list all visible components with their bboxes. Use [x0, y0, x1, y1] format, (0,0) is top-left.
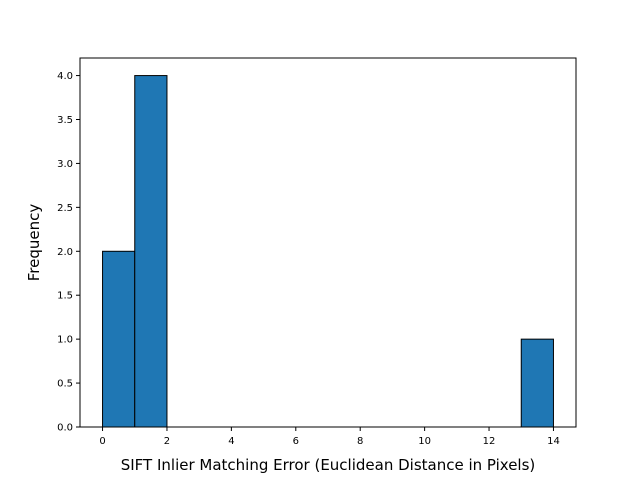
y-tick-label: 3.0 — [57, 159, 73, 170]
y-tick-label: 1.0 — [57, 335, 73, 346]
x-axis-label: SIFT Inlier Matching Error (Euclidean Di… — [121, 456, 536, 474]
y-tick-label: 4.0 — [57, 71, 73, 82]
x-tick-label: 0 — [99, 436, 105, 447]
x-axis-ticks: 0 2 4 6 8 10 12 14 — [99, 427, 560, 447]
y-tick-label: 3.5 — [57, 115, 73, 126]
y-axis-ticks: 0.0 0.5 1.0 1.5 2.0 2.5 3.0 3.5 4.0 — [57, 71, 80, 434]
x-tick-label: 12 — [483, 436, 496, 447]
y-tick-label: 2.0 — [57, 247, 73, 258]
y-tick-label: 0.5 — [57, 379, 73, 390]
x-tick-label: 8 — [357, 436, 363, 447]
x-tick-label: 2 — [164, 436, 170, 447]
y-tick-label: 2.5 — [57, 203, 73, 214]
bars-group — [102, 75, 554, 428]
x-tick-label: 10 — [418, 436, 431, 447]
y-axis-label: Frequency — [25, 204, 43, 282]
y-tick-label: 1.5 — [57, 291, 73, 302]
histogram-bar-1 — [134, 75, 168, 428]
x-tick-label: 6 — [293, 436, 299, 447]
y-tick-label: 0.0 — [57, 423, 73, 434]
histogram-bar-13 — [520, 338, 554, 428]
plot-frame — [79, 57, 577, 428]
histogram-bar-0 — [102, 250, 136, 428]
x-tick-label: 14 — [547, 436, 560, 447]
x-tick-label: 4 — [228, 436, 234, 447]
